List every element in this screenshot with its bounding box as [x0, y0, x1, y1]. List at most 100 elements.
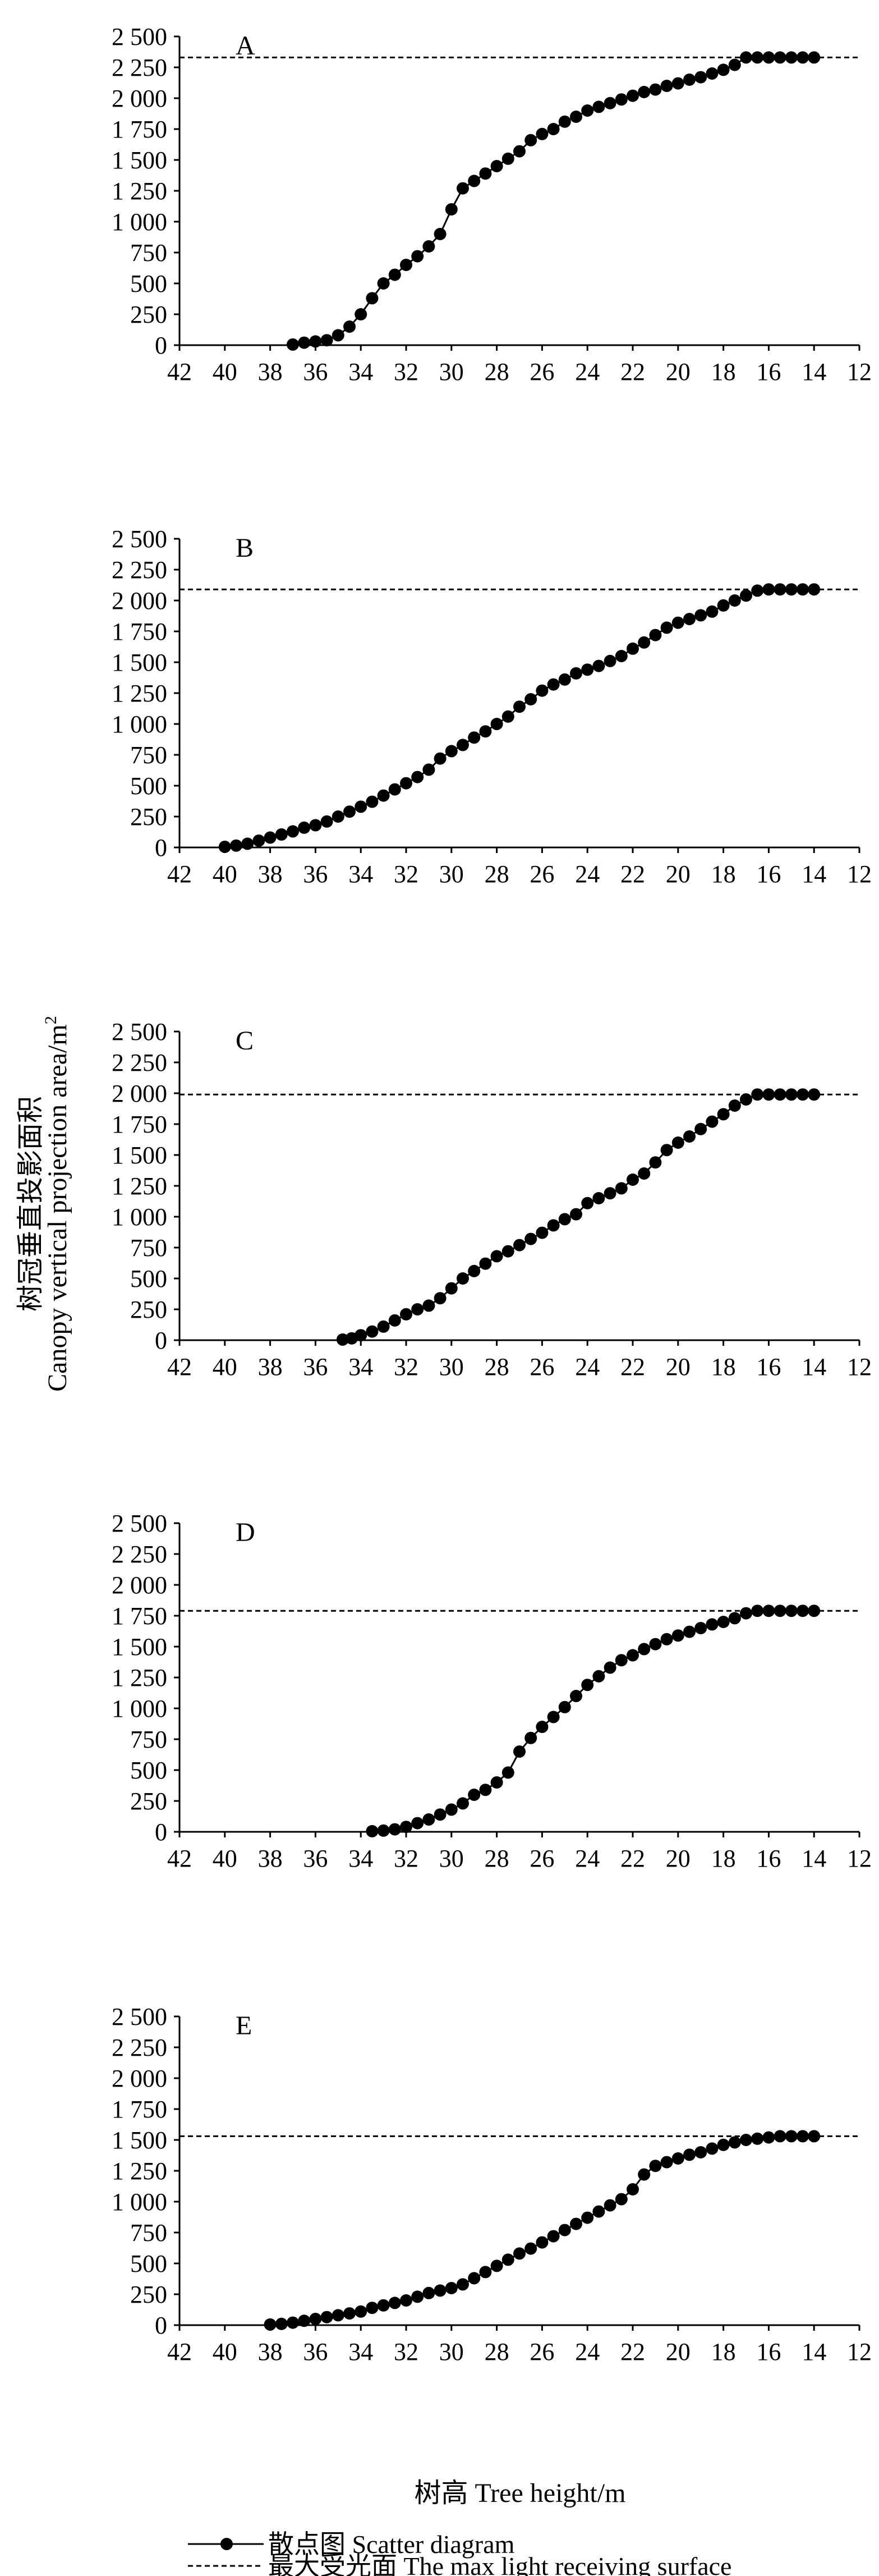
y-tick-label: 750: [130, 1234, 167, 1262]
x-tick-label: 38: [258, 358, 283, 386]
data-point: [298, 821, 311, 834]
y-axis-title-cn: 树冠垂直投影面积: [16, 1096, 45, 1312]
data-point: [808, 51, 821, 64]
data-point: [457, 739, 469, 751]
x-tick-label: 26: [530, 860, 554, 888]
y-tick-label: 1 500: [112, 2126, 167, 2154]
data-point: [694, 1122, 707, 1135]
data-point: [581, 1679, 594, 1692]
x-tick-label: 16: [756, 1845, 781, 1872]
x-tick-label: 12: [847, 1353, 872, 1381]
data-point: [660, 621, 673, 634]
data-point: [366, 1325, 379, 1338]
data-point: [422, 240, 435, 253]
data-point: [592, 1670, 605, 1683]
x-tick-label: 28: [485, 1845, 509, 1872]
data-point: [751, 1605, 764, 1617]
data-point: [638, 1643, 651, 1656]
x-tick-label: 14: [802, 1353, 826, 1381]
data-point: [230, 839, 242, 852]
y-tick-label: 1 250: [112, 680, 167, 707]
y-tick-label: 500: [130, 270, 167, 297]
data-point: [649, 1156, 662, 1169]
x-tick-label: 42: [167, 1353, 192, 1381]
y-tick-label: 250: [130, 1787, 167, 1815]
data-point: [671, 1629, 684, 1642]
data-point: [388, 268, 401, 281]
x-tick-label: 36: [303, 358, 328, 386]
data-point: [797, 1088, 809, 1101]
x-tick-label: 34: [348, 860, 373, 888]
data-point: [422, 1813, 435, 1826]
data-point: [264, 2318, 277, 2331]
y-tick-label: 1 000: [112, 2188, 167, 2216]
data-point: [320, 2311, 333, 2323]
x-tick-label: 40: [213, 1845, 237, 1872]
legend-scatter-marker: [220, 2538, 233, 2550]
data-point: [728, 1099, 741, 1112]
y-tick-label: 250: [130, 803, 167, 831]
x-tick-label: 22: [620, 1845, 645, 1872]
data-point: [320, 815, 333, 828]
y-tick-label: 1 750: [112, 2096, 167, 2123]
y-axis-title: 树冠垂直投影面积: [16, 1096, 45, 1312]
data-point: [762, 2131, 775, 2144]
y-tick-label: 2 500: [112, 1510, 167, 1537]
data-point: [513, 2247, 526, 2260]
data-point: [501, 1766, 514, 1779]
data-point: [717, 599, 730, 612]
data-point: [740, 1093, 752, 1106]
data-point: [547, 1711, 560, 1724]
data-point: [411, 250, 424, 263]
data-point: [762, 1088, 775, 1101]
x-tick-label: 38: [258, 2338, 283, 2366]
x-tick-label: 32: [394, 2338, 418, 2366]
x-tick-label: 24: [575, 860, 600, 888]
data-point: [366, 795, 379, 808]
x-tick-label: 18: [711, 860, 736, 888]
data-point: [434, 2284, 447, 2297]
data-point: [445, 745, 458, 758]
data-point: [740, 2134, 752, 2146]
data-point: [717, 2138, 730, 2151]
data-point: [728, 2136, 741, 2149]
x-tick-label: 34: [348, 1845, 373, 1872]
x-tick-label: 12: [847, 358, 872, 386]
data-point: [558, 115, 571, 128]
data-point: [298, 2314, 311, 2327]
data-point: [536, 684, 549, 697]
data-point: [592, 100, 605, 113]
data-point: [332, 2309, 344, 2322]
chart-panels: 0 250 500 750 1 000 1 250 1 500 1 750 2 000 2 250…: [112, 23, 872, 2366]
data-point: [479, 167, 492, 180]
data-point: [570, 1690, 582, 1702]
y-tick-label: 1 250: [112, 2157, 167, 2185]
y-tick-label: 1 500: [112, 146, 167, 174]
y-tick-label: 0: [155, 2312, 167, 2339]
data-point: [808, 1088, 821, 1101]
data-point: [649, 83, 662, 96]
data-point: [660, 1144, 673, 1157]
data-point: [524, 2242, 537, 2255]
x-tick-label: 40: [213, 358, 237, 386]
data-point: [683, 74, 696, 86]
x-tick-label: 26: [530, 358, 554, 386]
data-point: [762, 51, 775, 64]
x-tick-label: 30: [439, 1353, 464, 1381]
data-point: [558, 1213, 571, 1226]
data-point: [751, 2132, 764, 2145]
data-point: [706, 2142, 719, 2155]
data-point: [660, 80, 673, 92]
y-tick-label: 2 250: [112, 1541, 167, 1568]
data-point: [445, 203, 458, 216]
data-point: [604, 2199, 616, 2212]
data-point: [592, 2205, 605, 2218]
data-point: [366, 292, 379, 305]
data-point: [751, 584, 764, 597]
data-point: [638, 1167, 651, 1180]
data-point: [558, 673, 571, 686]
data-point: [275, 828, 288, 841]
scatter-series-line: [224, 588, 814, 848]
y-tick-label: 2 500: [112, 23, 167, 51]
x-tick-label: 42: [167, 2338, 192, 2366]
